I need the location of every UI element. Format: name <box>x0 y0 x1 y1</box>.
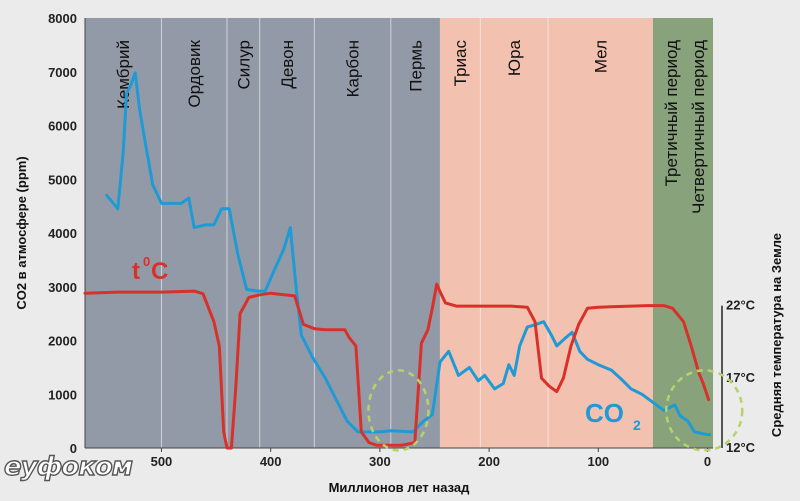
annotations <box>367 369 744 452</box>
x-tick-label: 300 <box>369 454 391 469</box>
right-axis-title: Средняя температура на Земле <box>769 233 784 437</box>
period-label: Мел <box>592 40 611 73</box>
y-tick-label: 8000 <box>48 11 77 26</box>
period-label: Кембрий <box>114 40 133 109</box>
highlight-ellipse <box>665 369 744 452</box>
series-lines <box>83 71 712 450</box>
period-label: Третичный период <box>662 40 681 186</box>
y-tick-label: 2000 <box>48 334 77 349</box>
y-tick-label: 6000 <box>48 119 77 134</box>
y-tick-label: 5000 <box>48 172 77 187</box>
period-label: Ордовик <box>185 39 204 107</box>
x-tick-label: 0 <box>704 454 711 469</box>
period-backgrounds <box>85 18 713 448</box>
period-label: Карбон <box>344 40 363 97</box>
series-line-CO2 <box>105 71 712 437</box>
background-cenozoic <box>652 18 713 448</box>
co2-label-subscript: 2 <box>633 417 641 433</box>
y-tick-label: 1000 <box>48 387 77 402</box>
temp-label-superscript: 0 <box>143 254 150 269</box>
logo: eуфоком <box>3 451 133 482</box>
right-tick-label: 12°C <box>726 440 756 455</box>
background-paleozoic <box>85 18 440 448</box>
y-tick-label: 0 <box>70 441 77 456</box>
highlight-ellipse <box>367 369 430 452</box>
period-label: Триас <box>451 40 470 87</box>
period-label: Юра <box>505 39 524 76</box>
co2-label: CO <box>585 398 624 428</box>
x-tick-label: 200 <box>478 454 500 469</box>
y-tick-label: 7000 <box>48 65 77 80</box>
period-label: Девон <box>278 40 297 89</box>
right-tick-label: 17°C <box>726 370 756 385</box>
x-tick-label: 400 <box>260 454 282 469</box>
y-tick-label: 4000 <box>48 226 77 241</box>
x-axis-title: Миллионов лет назад <box>329 480 471 495</box>
temp-label: t <box>132 258 140 285</box>
y-axis-title: CO2 в атмосфере (ppm) <box>14 156 29 309</box>
series-labels: t 0 C CO 2 <box>132 254 641 433</box>
x-tick-label: 100 <box>587 454 609 469</box>
x-tick-label: 500 <box>151 454 173 469</box>
period-label: Силур <box>234 40 253 89</box>
right-tick-label: 22°C <box>726 298 756 313</box>
temp-label-unit: C <box>151 258 168 285</box>
period-label: Пермь <box>406 40 425 92</box>
series-line-temperature <box>83 282 711 450</box>
period-labels: Кембрий Ордовик Силур Девон Карбон Пермь Триас… <box>114 39 708 214</box>
y-tick-label: 3000 <box>48 280 77 295</box>
period-dividers <box>160 18 549 448</box>
period-label: Четвертичный период <box>689 40 708 214</box>
